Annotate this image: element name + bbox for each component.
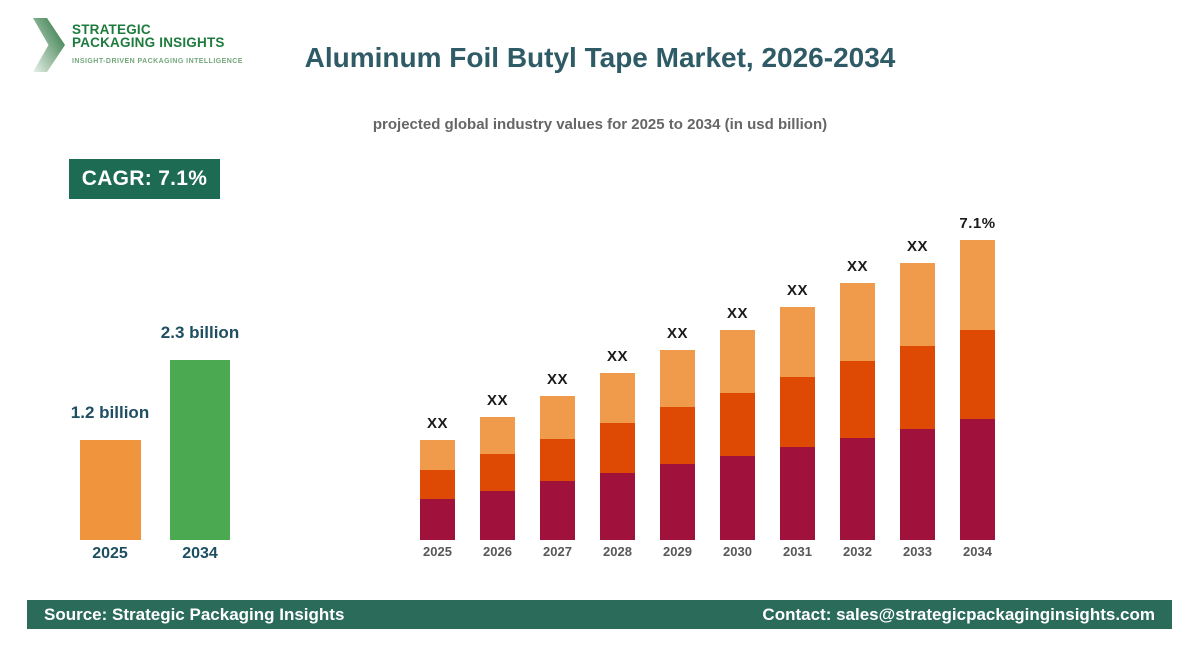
segment-top — [840, 283, 875, 361]
stacked-bar-2029 — [660, 350, 695, 540]
x-axis-label-2030: 2030 — [723, 544, 752, 559]
segment-middle — [660, 407, 695, 464]
bar-2025 — [80, 440, 141, 540]
segment-top — [420, 440, 455, 470]
stacked-bar-2030 — [720, 330, 755, 540]
segment-middle — [900, 346, 935, 429]
segment-top — [660, 350, 695, 407]
segment-bottom — [660, 464, 695, 540]
segment-top — [540, 396, 575, 439]
segment-bottom — [840, 438, 875, 540]
x-axis-label-2028: 2028 — [603, 544, 632, 559]
x-axis-label-2034: 2034 — [182, 545, 218, 562]
bar-2034 — [170, 360, 230, 540]
segment-middle — [420, 470, 455, 499]
x-axis-label-2032: 2032 — [843, 544, 872, 559]
value-label-2034: 2.3 billion — [160, 323, 240, 342]
brand-name-line1: STRATEGIC — [72, 22, 151, 37]
x-axis-label-2034: 2034 — [963, 544, 992, 559]
x-axis-label-2031: 2031 — [783, 544, 812, 559]
contact-text: Contact: sales@strategicpackaginginsight… — [762, 604, 1155, 624]
x-axis-label-2026: 2026 — [483, 544, 512, 559]
cagr-badge: CAGR: 7.1% — [69, 159, 220, 199]
segment-bottom — [780, 447, 815, 540]
segment-middle — [540, 439, 575, 481]
segment-bottom — [960, 419, 995, 540]
bar-value-label-2034: 7.1% — [959, 215, 996, 232]
source-text: Source: Strategic Packaging Insights — [44, 604, 345, 624]
segment-bottom — [900, 429, 935, 540]
logo: STRATEGIC PACKAGING INSIGHTS INSIGHT-DRI… — [33, 18, 293, 78]
chevron-arrow-icon — [33, 18, 65, 72]
page-title: Aluminum Foil Butyl Tape Market, 2026-20… — [304, 42, 896, 73]
segment-top — [480, 417, 515, 454]
bar-value-label-2027: XX — [546, 371, 568, 388]
stacked-bar-2034 — [960, 240, 995, 540]
brand-tagline: INSIGHT-DRIVEN PACKAGING INTELLIGENCE — [72, 58, 243, 65]
bar-value-label-2025: XX — [426, 415, 448, 432]
segment-bottom — [720, 456, 755, 540]
segment-middle — [840, 361, 875, 438]
segment-top — [720, 330, 755, 393]
stacked-bar-2025 — [420, 440, 455, 540]
page-subtitle: projected global industry values for 202… — [372, 116, 828, 133]
bar-value-label-2026: XX — [486, 392, 508, 409]
segment-top — [900, 263, 935, 346]
segment-middle — [600, 423, 635, 473]
stacked-bar-2026 — [480, 417, 515, 540]
segment-middle — [960, 330, 995, 419]
bar-value-label-2031: XX — [786, 282, 808, 299]
x-axis-label-2025: 2025 — [92, 545, 128, 562]
segment-bottom — [420, 499, 455, 540]
footer-bar: Source: Strategic Packaging Insights Con… — [27, 600, 1172, 629]
segment-middle — [720, 393, 755, 456]
x-axis-label-2033: 2033 — [903, 544, 932, 559]
bar-value-label-2029: XX — [666, 325, 688, 342]
stacked-bar-2031 — [780, 307, 815, 540]
segment-top — [960, 240, 995, 330]
segment-middle — [480, 454, 515, 491]
x-axis-label-2027: 2027 — [543, 544, 572, 559]
segment-bottom — [540, 481, 575, 540]
x-axis-label-2029: 2029 — [663, 544, 692, 559]
stacked-bar-2033 — [900, 263, 935, 540]
stacked-bar-2032 — [840, 283, 875, 540]
bar-value-label-2028: XX — [606, 348, 628, 365]
stacked-bar-2028 — [600, 373, 635, 540]
value-label-2025: 1.2 billion — [70, 403, 150, 422]
brand-name-line2: PACKAGING INSIGHTS — [72, 34, 225, 50]
segment-top — [780, 307, 815, 377]
segment-bottom — [480, 491, 515, 540]
stacked-bar-2027 — [540, 396, 575, 540]
segment-bottom — [600, 473, 635, 540]
bar-value-label-2032: XX — [846, 258, 868, 275]
bar-value-label-2030: XX — [726, 305, 748, 322]
logo-text: STRATEGIC PACKAGING INSIGHTS INSIGHT-DRI… — [72, 22, 243, 65]
segment-middle — [780, 377, 815, 447]
bar-value-label-2033: XX — [906, 238, 928, 255]
segment-top — [600, 373, 635, 423]
x-axis-label-2025: 2025 — [423, 544, 452, 559]
